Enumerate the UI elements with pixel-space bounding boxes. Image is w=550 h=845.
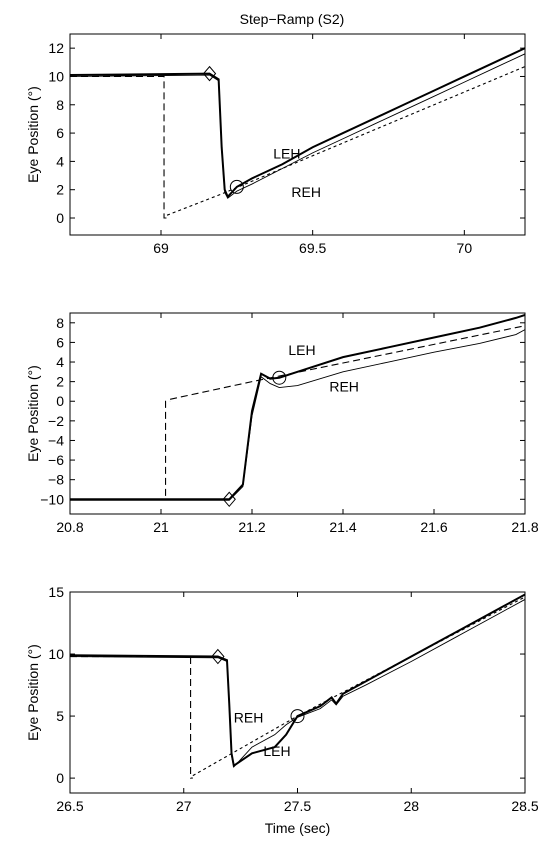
y-tick-label: 10 <box>48 68 64 84</box>
x-tick-label: 28.5 <box>511 798 538 814</box>
y-tick-label: 8 <box>56 315 64 331</box>
y-tick-label: 2 <box>56 182 64 198</box>
y-tick-label: 2 <box>56 374 64 390</box>
y-tick-label: −10 <box>40 491 64 507</box>
annotation-leh: LEH <box>273 146 300 162</box>
y-tick-label: 6 <box>56 334 64 350</box>
y-tick-label: 12 <box>48 40 64 56</box>
figure-title: Step−Ramp (S2) <box>240 11 345 27</box>
series-target-step <box>70 400 171 500</box>
series-target-step <box>70 655 193 779</box>
y-tick-label: 6 <box>56 125 64 141</box>
x-tick-label: 21.4 <box>329 519 356 535</box>
y-tick-label: −2 <box>48 413 64 429</box>
panel-2: 20.8 21 21.2 21.4 21.6 21.8 −10 −8 −6 −4 −2 0 2 4 6 8 Ey… <box>25 312 539 535</box>
diamond-marker <box>211 648 225 665</box>
y-tick-label: −4 <box>48 432 64 448</box>
y-tick-label: 15 <box>48 584 64 600</box>
x-tick-label: 27 <box>176 798 192 814</box>
y-tick-label: 0 <box>56 770 64 786</box>
y-tick-label: 0 <box>56 393 64 409</box>
y-tick-label: 10 <box>48 646 64 662</box>
x-tick-label: 21.2 <box>238 519 265 535</box>
annotation-reh: REH <box>234 709 264 725</box>
x-tick-label: 21.6 <box>420 519 447 535</box>
x-tick-label: 21.8 <box>511 519 538 535</box>
y-tick-label: −6 <box>48 452 64 468</box>
annotation-leh: LEH <box>263 743 290 759</box>
y-tick-label: 4 <box>56 153 64 169</box>
y-tick-label: 8 <box>56 97 64 113</box>
series-leh <box>70 47 525 199</box>
y-tick-label: 5 <box>56 708 64 724</box>
circle-marker <box>272 370 287 385</box>
series-target-ramp <box>169 325 525 400</box>
series-target-ramp <box>192 596 525 777</box>
annotation-leh: LEH <box>288 342 315 358</box>
diamond-marker <box>222 491 236 508</box>
x-axis-label: Time (sec) <box>265 820 331 836</box>
x-tick-label: 27.5 <box>284 798 311 814</box>
annotation-reh: REH <box>329 378 359 394</box>
circle-marker <box>229 179 244 194</box>
y-axis-label: Eye Position (°) <box>25 644 41 741</box>
x-tick-label: 70 <box>457 240 473 256</box>
panel-3: 26.5 27 27.5 28 28.5 0 5 10 15 Eye Position (°) Ti… <box>25 584 539 836</box>
plot-frame <box>69 33 526 236</box>
diamond-marker <box>202 65 217 82</box>
x-tick-label: 69.5 <box>299 240 326 256</box>
plot-frame <box>69 312 526 515</box>
series-reh <box>70 53 525 199</box>
circle-marker <box>290 709 305 724</box>
series-reh <box>70 599 525 768</box>
plot-frame <box>69 591 526 794</box>
series-target-step <box>70 75 168 219</box>
y-axis-label: Eye Position (°) <box>25 365 41 462</box>
y-tick-label: 0 <box>56 210 64 226</box>
x-tick-label: 21 <box>153 519 169 535</box>
y-tick-label: 4 <box>56 354 64 370</box>
x-tick-label: 26.5 <box>56 798 83 814</box>
x-tick-label: 20.8 <box>56 519 83 535</box>
series-reh <box>70 329 525 501</box>
panel-1: 69 69.5 70 0 2 4 6 8 10 12 Eye Position (°) LEH REH <box>25 33 526 256</box>
y-tick-label: −8 <box>48 472 64 488</box>
series-leh <box>70 593 525 768</box>
y-axis-label: Eye Position (°) <box>25 86 41 183</box>
x-tick-label: 28 <box>403 798 419 814</box>
annotation-reh: REH <box>291 184 321 200</box>
x-tick-label: 69 <box>153 240 169 256</box>
